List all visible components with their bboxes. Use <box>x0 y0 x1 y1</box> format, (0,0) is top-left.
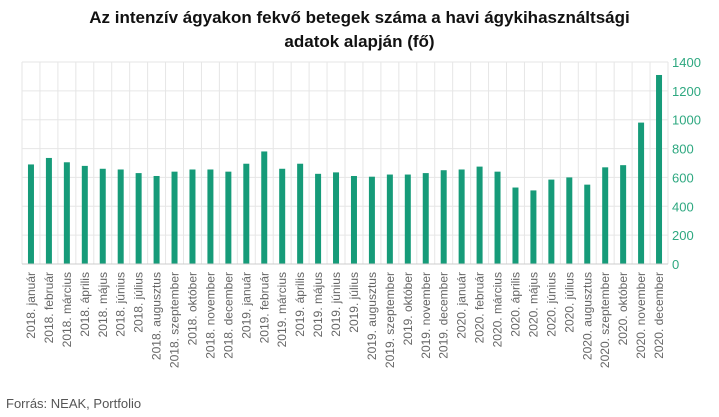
x-tick-label: 2019. március <box>275 272 289 347</box>
bar <box>350 175 357 264</box>
x-tick-label: 2019. augusztus <box>365 272 379 360</box>
x-tick-label: 2020. április <box>508 272 522 337</box>
x-tick-label: 2018. szeptember <box>168 272 182 368</box>
y-tick-label: 200 <box>672 228 694 243</box>
chart-title: Az intenzív ágyakon fekvő betegek száma … <box>0 6 719 54</box>
y-tick-label: 1400 <box>672 55 701 70</box>
source-note: Forrás: NEAK, Portfolio <box>6 396 142 411</box>
bar <box>638 122 645 264</box>
bar <box>620 165 627 264</box>
bar <box>333 172 340 264</box>
x-tick-label: 2020. szeptember <box>598 272 612 368</box>
bar <box>404 174 411 264</box>
x-tick-label: 2018. november <box>203 272 217 359</box>
y-tick-label: 400 <box>672 199 694 214</box>
x-tick-label: 2020. december <box>652 272 666 359</box>
y-tick-label: 600 <box>672 170 694 185</box>
x-tick-label: 2018. április <box>78 272 92 337</box>
bar <box>99 168 106 264</box>
x-tick-label: 2020. február <box>473 272 487 343</box>
bar <box>386 174 393 264</box>
x-tick-label: 2019. június <box>329 272 343 337</box>
x-tick-label: 2020. november <box>634 272 648 359</box>
bar <box>602 167 609 264</box>
bar <box>279 168 286 264</box>
y-tick-label: 800 <box>672 142 694 157</box>
bar <box>153 175 160 264</box>
x-tick-label: 2018. január <box>24 272 38 339</box>
x-tick-label: 2019. április <box>293 272 307 337</box>
bar <box>81 165 88 264</box>
x-tick-label: 2019. szeptember <box>383 272 397 368</box>
bar <box>584 184 591 264</box>
x-tick-label: 2018. december <box>221 272 235 359</box>
x-tick-label: 2020. június <box>544 272 558 337</box>
y-tick-label: 1000 <box>672 113 701 128</box>
x-tick-label: 2020. augusztus <box>580 272 594 360</box>
bar <box>440 170 447 264</box>
y-tick-label: 1200 <box>672 84 701 99</box>
x-tick-label: 2018. június <box>114 272 128 337</box>
bar <box>189 169 196 264</box>
x-tick-label: 2018. július <box>132 272 146 333</box>
bar <box>422 173 429 264</box>
bar <box>45 157 52 264</box>
bar <box>548 179 555 264</box>
x-tick-label: 2020. január <box>455 272 469 339</box>
bar <box>494 171 501 264</box>
x-tick-label: 2019. január <box>239 272 253 339</box>
chart-title-line-2: adatok alapján (fő) <box>284 32 435 51</box>
bar <box>63 162 70 264</box>
bar <box>368 176 375 264</box>
bar <box>656 74 663 264</box>
bar <box>530 190 537 264</box>
x-tick-label: 2018. február <box>42 272 56 343</box>
x-tick-label: 2018. március <box>60 272 74 347</box>
x-tick-label: 2018. május <box>96 272 110 337</box>
bar <box>261 151 268 264</box>
bar <box>243 163 250 264</box>
x-tick-label: 2019. november <box>419 272 433 359</box>
chart-title-line-1: Az intenzív ágyakon fekvő betegek száma … <box>89 8 630 27</box>
bar <box>117 169 124 264</box>
x-tick-label: 2019. július <box>347 272 361 333</box>
bar <box>512 187 519 264</box>
bar <box>135 173 142 264</box>
x-tick-label: 2020. május <box>526 272 540 337</box>
bar <box>476 166 483 264</box>
bar <box>315 173 322 264</box>
bar <box>297 163 304 264</box>
x-tick-label: 2018. október <box>185 272 199 345</box>
bar <box>566 177 573 264</box>
x-tick-label: 2019. május <box>311 272 325 337</box>
bar <box>207 169 214 264</box>
x-tick-label: 2019. október <box>401 272 415 345</box>
x-tick-label: 2020. október <box>616 272 630 345</box>
x-tick-label: 2019. február <box>257 272 271 343</box>
bar <box>171 171 178 264</box>
x-tick-label: 2020. március <box>491 272 505 347</box>
x-tick-label: 2018. augusztus <box>150 272 164 360</box>
bar <box>458 169 465 264</box>
y-tick-label: 0 <box>672 257 679 272</box>
bar <box>225 171 232 264</box>
x-tick-label: 2020. július <box>562 272 576 333</box>
x-tick-label: 2019. december <box>437 272 451 359</box>
bar <box>27 164 34 264</box>
